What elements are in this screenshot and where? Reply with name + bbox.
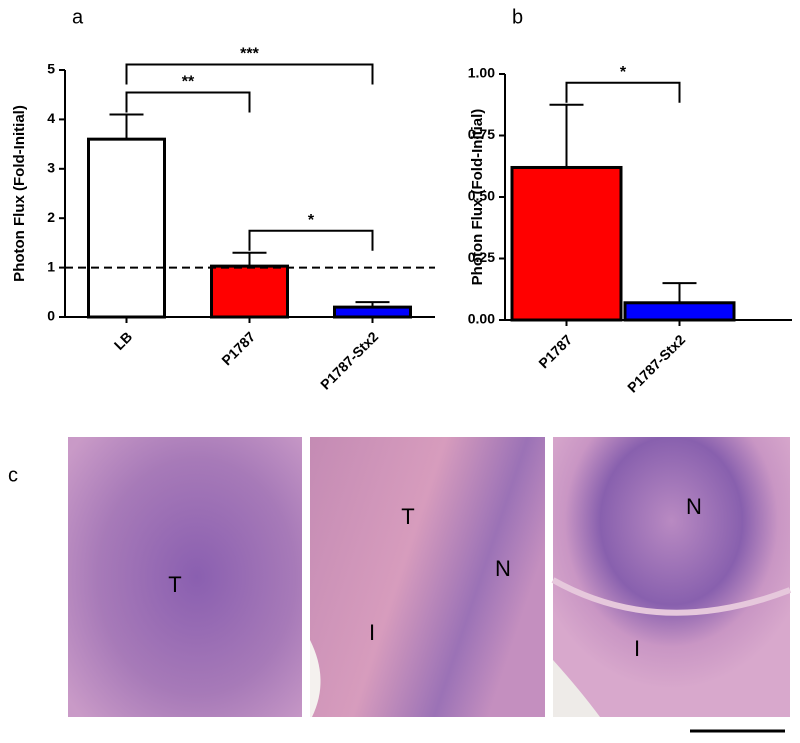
background-area (553, 660, 600, 717)
significance-bracket (565, 81, 681, 103)
region-label: N (686, 494, 702, 519)
x-tick-label: P1787 (535, 331, 575, 371)
y-tick-label: 0 (47, 308, 55, 324)
bar (623, 301, 736, 322)
y-tick-label: 5 (47, 61, 55, 77)
y-tick-label: 0.75 (468, 126, 495, 142)
significance-label: * (308, 212, 315, 229)
bar (510, 165, 623, 322)
region-label: N (495, 556, 511, 581)
histology-image (68, 437, 302, 717)
y-tick-label: 1.00 (468, 65, 495, 81)
x-tick-label: P1787 (218, 328, 258, 368)
x-tick-label: P1787-Stx2 (317, 328, 381, 392)
histology: c T T N I N I (8, 437, 792, 733)
histology-image (310, 437, 545, 717)
significance-bracket (248, 229, 374, 251)
y-tick-label: 3 (47, 160, 55, 176)
region-label: T (401, 504, 414, 529)
x-tick-label: P1787-Stx2 (624, 331, 688, 395)
bar (210, 264, 289, 319)
bar (333, 305, 412, 319)
region-label: T (168, 572, 181, 597)
panel-label: c (8, 464, 18, 486)
y-tick-label: 0.50 (468, 188, 495, 204)
significance-label: *** (240, 46, 259, 63)
y-axis-label: Photon Flux (Fold-Initial) (11, 105, 28, 282)
y-tick-label: 1 (47, 258, 55, 274)
tissue-band (551, 577, 792, 616)
panel-label: b (512, 6, 523, 28)
background-area (310, 640, 321, 717)
significance-bracket (125, 91, 251, 113)
bar (87, 137, 166, 319)
x-tick-label: LB (111, 328, 136, 353)
y-axis-label: Photon Flux (Fold-Initial) (469, 109, 486, 286)
region-label: I (634, 636, 640, 661)
y-tick-label: 2 (47, 209, 55, 225)
significance-bracket (125, 63, 374, 85)
significance-label: ** (182, 74, 195, 91)
panel-label: a (72, 6, 84, 28)
significance-label: * (620, 64, 627, 81)
y-tick-label: 0.00 (468, 311, 495, 327)
region-label: I (369, 620, 375, 645)
histology-image (553, 437, 790, 717)
y-tick-label: 4 (47, 110, 55, 126)
y-tick-label: 0.25 (468, 249, 495, 265)
